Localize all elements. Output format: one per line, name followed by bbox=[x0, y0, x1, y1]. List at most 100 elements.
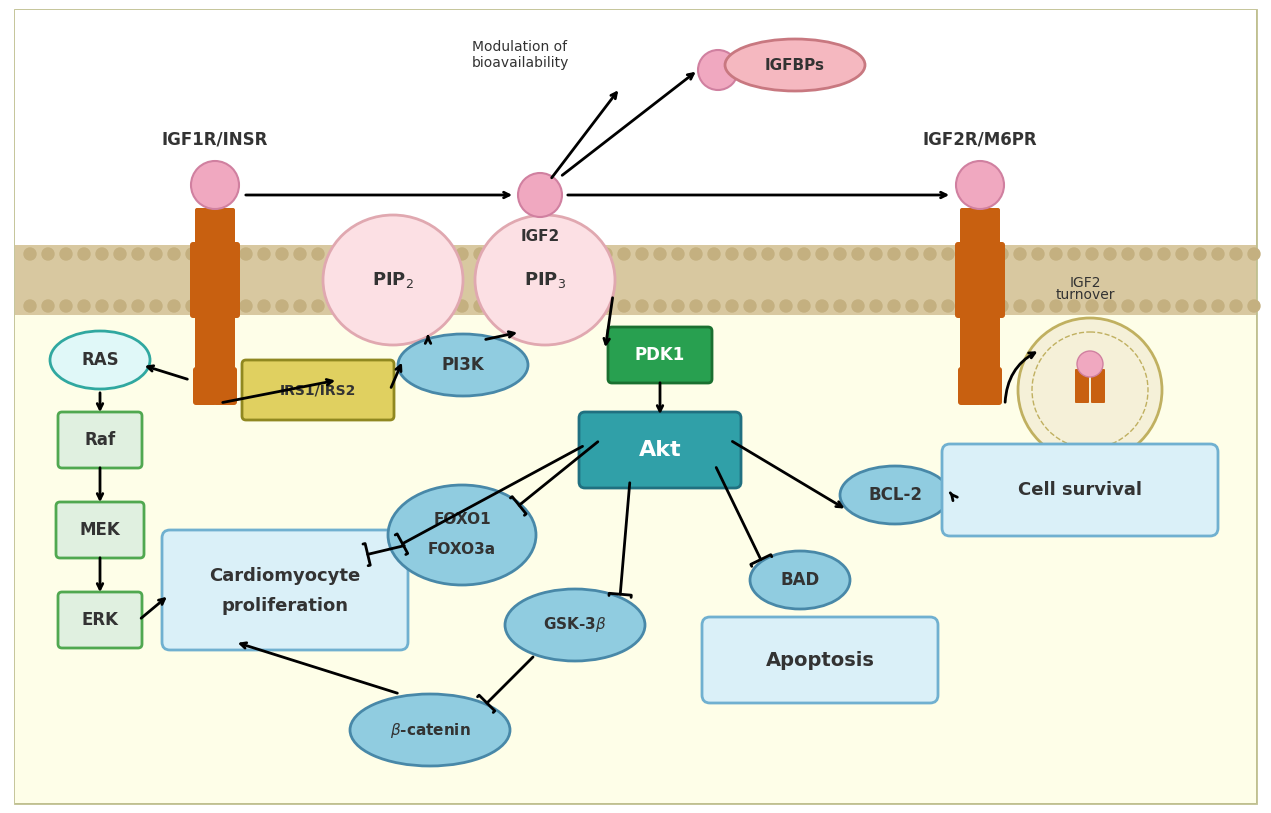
Circle shape bbox=[402, 300, 414, 312]
Text: Raf: Raf bbox=[84, 431, 116, 449]
Circle shape bbox=[24, 300, 36, 312]
Circle shape bbox=[547, 300, 558, 312]
Circle shape bbox=[1068, 248, 1080, 260]
Circle shape bbox=[942, 300, 955, 312]
Circle shape bbox=[852, 300, 864, 312]
Text: IGF1R/INSR: IGF1R/INSR bbox=[161, 130, 268, 148]
Circle shape bbox=[527, 300, 540, 312]
Text: IGF2R/M6PR: IGF2R/M6PR bbox=[923, 130, 1037, 148]
Circle shape bbox=[582, 248, 594, 260]
Circle shape bbox=[1050, 248, 1063, 260]
Circle shape bbox=[924, 248, 935, 260]
Circle shape bbox=[816, 248, 827, 260]
Circle shape bbox=[655, 248, 666, 260]
Circle shape bbox=[1104, 300, 1116, 312]
Circle shape bbox=[600, 300, 613, 312]
Circle shape bbox=[618, 248, 630, 260]
FancyBboxPatch shape bbox=[977, 367, 1002, 405]
Circle shape bbox=[1032, 248, 1043, 260]
Text: BCL-2: BCL-2 bbox=[868, 486, 921, 504]
FancyBboxPatch shape bbox=[194, 313, 215, 372]
Circle shape bbox=[366, 300, 377, 312]
Circle shape bbox=[42, 248, 53, 260]
Circle shape bbox=[132, 300, 144, 312]
Circle shape bbox=[294, 248, 306, 260]
FancyBboxPatch shape bbox=[942, 444, 1218, 536]
Text: GSK-3$\beta$: GSK-3$\beta$ bbox=[543, 615, 606, 634]
Circle shape bbox=[636, 300, 648, 312]
Circle shape bbox=[871, 248, 882, 260]
Circle shape bbox=[294, 300, 306, 312]
Circle shape bbox=[798, 248, 810, 260]
Circle shape bbox=[655, 300, 666, 312]
Circle shape bbox=[191, 161, 239, 209]
Circle shape bbox=[186, 248, 198, 260]
Circle shape bbox=[960, 248, 972, 260]
Circle shape bbox=[763, 248, 774, 260]
Circle shape bbox=[527, 248, 540, 260]
Circle shape bbox=[834, 300, 846, 312]
Circle shape bbox=[1213, 300, 1224, 312]
Text: PDK1: PDK1 bbox=[636, 346, 685, 364]
Circle shape bbox=[780, 300, 792, 312]
Text: Modulation of
bioavailability: Modulation of bioavailability bbox=[472, 40, 568, 70]
Circle shape bbox=[1018, 318, 1162, 462]
Circle shape bbox=[222, 248, 234, 260]
FancyBboxPatch shape bbox=[958, 367, 982, 405]
Text: IGF2: IGF2 bbox=[1069, 276, 1101, 290]
Circle shape bbox=[834, 248, 846, 260]
Circle shape bbox=[168, 300, 180, 312]
Circle shape bbox=[258, 300, 269, 312]
Text: Akt: Akt bbox=[639, 440, 681, 460]
Circle shape bbox=[348, 300, 360, 312]
Circle shape bbox=[1122, 300, 1134, 312]
Circle shape bbox=[996, 248, 1008, 260]
Text: FOXO3a: FOXO3a bbox=[428, 542, 496, 558]
Circle shape bbox=[1104, 248, 1116, 260]
FancyBboxPatch shape bbox=[980, 313, 1000, 372]
FancyBboxPatch shape bbox=[608, 327, 712, 383]
FancyBboxPatch shape bbox=[58, 592, 142, 648]
FancyBboxPatch shape bbox=[215, 208, 235, 247]
Circle shape bbox=[618, 300, 630, 312]
FancyBboxPatch shape bbox=[214, 367, 236, 405]
Circle shape bbox=[906, 248, 918, 260]
Circle shape bbox=[1014, 248, 1026, 260]
FancyBboxPatch shape bbox=[56, 502, 144, 558]
Text: turnover: turnover bbox=[1055, 288, 1115, 302]
Circle shape bbox=[97, 248, 108, 260]
Circle shape bbox=[1032, 300, 1043, 312]
Ellipse shape bbox=[475, 215, 615, 345]
Text: IGFBPs: IGFBPs bbox=[765, 58, 825, 72]
Circle shape bbox=[186, 300, 198, 312]
Circle shape bbox=[438, 300, 450, 312]
Text: RAS: RAS bbox=[81, 351, 118, 369]
FancyBboxPatch shape bbox=[189, 242, 240, 318]
Circle shape bbox=[1122, 248, 1134, 260]
Circle shape bbox=[24, 248, 36, 260]
FancyBboxPatch shape bbox=[241, 360, 394, 420]
Circle shape bbox=[726, 248, 738, 260]
Circle shape bbox=[97, 300, 108, 312]
FancyBboxPatch shape bbox=[215, 313, 235, 372]
FancyBboxPatch shape bbox=[580, 412, 741, 488]
Circle shape bbox=[114, 248, 126, 260]
FancyBboxPatch shape bbox=[1075, 369, 1089, 403]
Bar bbox=[15, 315, 1256, 803]
Circle shape bbox=[547, 248, 558, 260]
Ellipse shape bbox=[50, 331, 150, 389]
Circle shape bbox=[311, 300, 324, 312]
Circle shape bbox=[924, 300, 935, 312]
Circle shape bbox=[1158, 248, 1171, 260]
Circle shape bbox=[1085, 300, 1098, 312]
Text: proliferation: proliferation bbox=[221, 597, 348, 615]
Circle shape bbox=[1085, 248, 1098, 260]
Circle shape bbox=[956, 161, 1004, 209]
Circle shape bbox=[258, 248, 269, 260]
Circle shape bbox=[1176, 300, 1188, 312]
Circle shape bbox=[1158, 300, 1171, 312]
Ellipse shape bbox=[505, 589, 644, 661]
Circle shape bbox=[798, 300, 810, 312]
Ellipse shape bbox=[840, 466, 949, 524]
Ellipse shape bbox=[750, 551, 850, 609]
